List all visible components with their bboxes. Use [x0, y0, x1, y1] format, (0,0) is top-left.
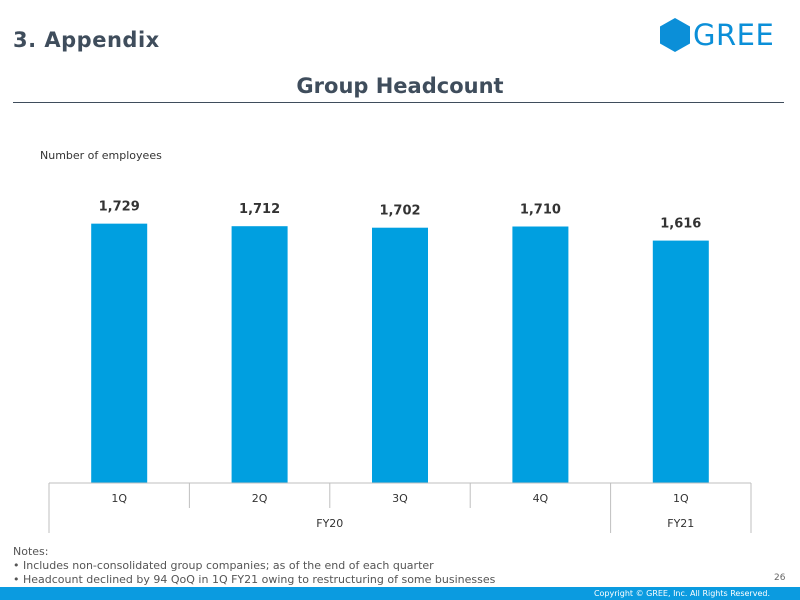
group-label: FY20 [316, 517, 343, 530]
x-tick-label: 1Q [111, 492, 127, 505]
gree-logo: GREE [660, 18, 774, 52]
headcount-bar-chart: 1,729 1,712 1,702 1,710 1,616 1Q 2Q 3Q 4Q 1Q FY20 F… [48, 200, 752, 533]
bar [91, 223, 148, 483]
data-label: 1,616 [660, 217, 701, 232]
data-label: 1,702 [379, 204, 420, 219]
footer-bar: Copyright © GREE, Inc. All Rights Reserv… [0, 587, 800, 600]
x-tick-label: 2Q [252, 492, 268, 505]
y-axis-label: Number of employees [40, 149, 162, 162]
bar [512, 226, 569, 483]
hexagon-logo-icon [660, 18, 690, 52]
title-divider [13, 102, 784, 103]
data-label: 1,710 [520, 203, 561, 218]
page-number: 26 [774, 573, 786, 583]
group-label: FY21 [667, 517, 694, 530]
note-item: • Includes non-consolidated group compan… [13, 559, 434, 572]
data-label: 1,712 [239, 202, 280, 217]
copyright: Copyright © GREE, Inc. All Rights Reserv… [593, 589, 770, 598]
page-title: Group Headcount [296, 74, 504, 98]
bar [372, 227, 428, 483]
note-item: • Headcount declined by 94 QoQ in 1Q FY2… [13, 573, 496, 586]
section-title: 3. Appendix [13, 28, 160, 52]
notes-heading: Notes: [13, 545, 49, 558]
bar [231, 226, 288, 483]
data-label: 1,729 [99, 200, 140, 215]
bar [652, 240, 709, 483]
notes: Notes: • Includes non-consolidated group… [13, 545, 495, 587]
x-tick-label: 4Q [533, 492, 549, 505]
x-tick-label: 1Q [673, 492, 689, 505]
logo-text: GREE [693, 18, 775, 52]
x-tick-label: 3Q [392, 492, 408, 505]
